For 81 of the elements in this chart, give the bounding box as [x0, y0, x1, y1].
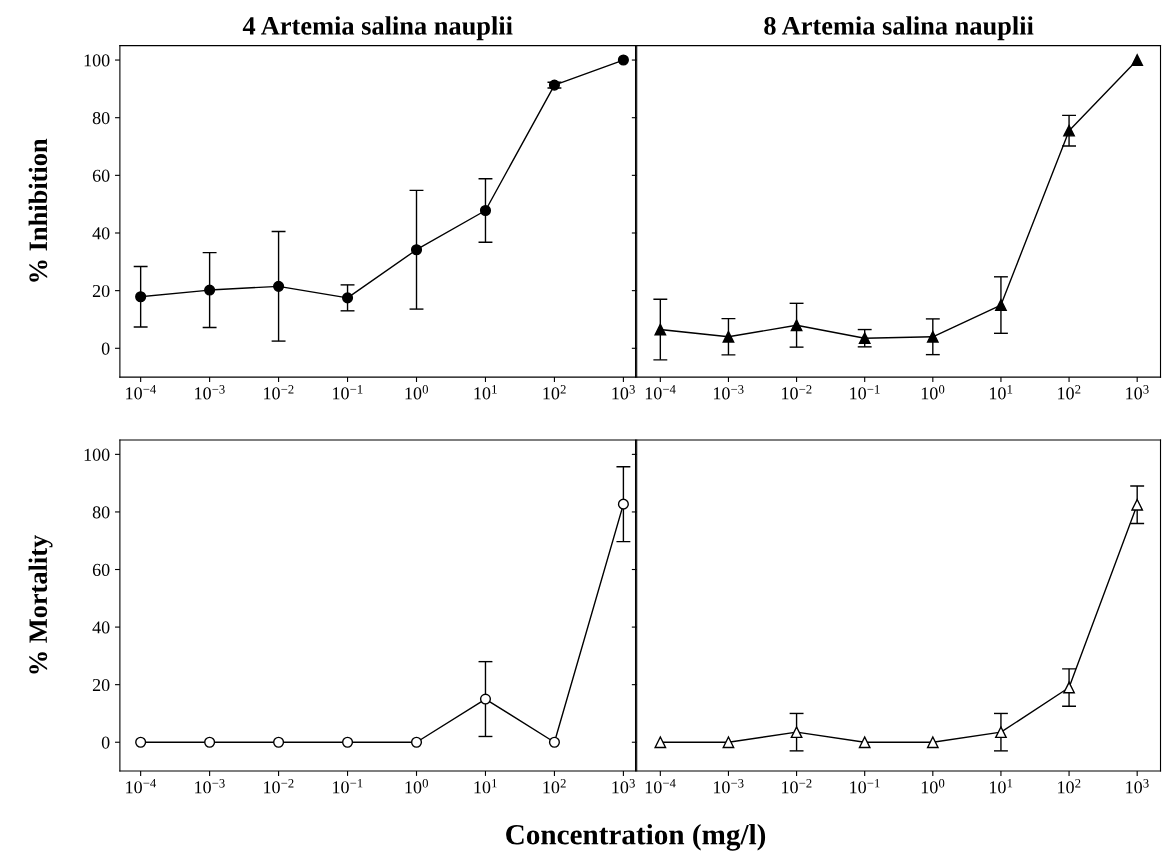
x-tick-label: 10$^{1}$ — [474, 779, 497, 794]
x-tick-label: 10$^{−3}$ — [713, 385, 744, 400]
x-tick-label: 10$^{0}$ — [405, 779, 428, 794]
x-tick-label: 10$^{−2}$ — [264, 779, 294, 794]
chart-title: 8 Artemia salina nauplii — [764, 16, 1034, 41]
x-tick-label: 10$^{−2}$ — [782, 779, 812, 794]
y-tick-label: 80 — [92, 506, 110, 519]
point — [273, 280, 285, 292]
y-tick-label: 20 — [92, 284, 110, 298]
y-axis-title: % Mortality — [28, 535, 53, 674]
x-tick-label: 10$^{−3}$ — [195, 385, 225, 400]
y-tick-label: 100 — [84, 448, 110, 461]
x-tick-label: 10$^{−4}$ — [645, 779, 676, 794]
point — [1131, 498, 1144, 511]
y-tick-label: 0 — [101, 736, 110, 749]
point — [790, 726, 803, 739]
x-tick-label: 10$^{−2}$ — [264, 385, 294, 400]
y-tick-label: 40 — [92, 227, 110, 240]
x-tick-label: 10$^{2}$ — [543, 385, 566, 400]
point — [654, 323, 667, 336]
point — [273, 736, 285, 748]
point — [926, 330, 939, 343]
point — [617, 54, 629, 66]
x-tick-label: 10$^{−1}$ — [850, 779, 880, 794]
x-tick-label: 10$^{−1}$ — [333, 385, 363, 400]
point — [1063, 124, 1075, 137]
point — [135, 291, 147, 303]
x-tick-label: 10$^{−3}$ — [195, 779, 225, 794]
x-tick-label: 10$^{−1}$ — [850, 385, 880, 400]
x-tick-label: 10$^{0}$ — [921, 779, 945, 794]
x-tick-label: 10$^{0}$ — [405, 385, 428, 400]
x-tick-label: 10$^{2}$ — [1058, 385, 1081, 400]
x-tick-label: 10$^{1}$ — [474, 385, 497, 400]
x-tick-label: 10$^{−4}$ — [126, 779, 157, 794]
x-tick-label: 10$^{−3}$ — [713, 779, 744, 794]
x-tick-label: 10$^{1}$ — [989, 779, 1013, 794]
point — [479, 693, 492, 705]
x-tick-label: 10$^{0}$ — [921, 385, 945, 400]
point — [654, 736, 667, 749]
point — [858, 736, 871, 749]
point — [722, 736, 735, 749]
x-tick-label: 10$^{3}$ — [1126, 385, 1149, 400]
point — [858, 332, 871, 345]
x-tick-label: 10$^{−4}$ — [126, 385, 157, 400]
point — [995, 726, 1007, 739]
point — [204, 284, 216, 296]
y-tick-label: 60 — [92, 169, 110, 182]
x-tick-label: 10$^{−1}$ — [333, 779, 363, 794]
y-tick-label: 0 — [101, 342, 110, 355]
point — [548, 79, 560, 91]
chart-title: 4 Artemia salina nauplii — [242, 16, 513, 41]
x-tick-label: 10$^{3}$ — [612, 779, 635, 794]
y-tick-label: 80 — [92, 111, 110, 125]
x-tick-label: 10$^{2}$ — [543, 779, 566, 794]
point — [617, 498, 629, 510]
x-axis-title: Concentration (mg/l) — [506, 823, 766, 851]
x-tick-label: 10$^{3}$ — [612, 385, 635, 400]
y-tick-label: 60 — [92, 563, 110, 576]
point — [722, 330, 735, 343]
point — [1063, 681, 1075, 694]
y-axis-title: % Inhibition — [28, 138, 48, 282]
point — [790, 319, 803, 332]
point — [341, 292, 354, 304]
x-tick-label: 10$^{2}$ — [1058, 779, 1081, 794]
point — [204, 736, 216, 748]
point — [926, 736, 939, 749]
x-tick-label: 10$^{−2}$ — [782, 385, 812, 400]
point — [410, 736, 423, 748]
x-tick-label: 10$^{1}$ — [989, 385, 1013, 400]
y-tick-label: 20 — [92, 678, 110, 692]
x-tick-label: 10$^{−4}$ — [645, 385, 676, 400]
point — [341, 736, 354, 748]
point — [410, 244, 423, 256]
x-tick-label: 10$^{3}$ — [1126, 779, 1149, 794]
point — [135, 736, 147, 748]
y-tick-label: 40 — [92, 621, 110, 634]
point — [548, 736, 560, 748]
y-tick-label: 100 — [84, 54, 110, 67]
point — [479, 204, 492, 217]
point — [995, 299, 1007, 311]
point — [1131, 54, 1144, 66]
